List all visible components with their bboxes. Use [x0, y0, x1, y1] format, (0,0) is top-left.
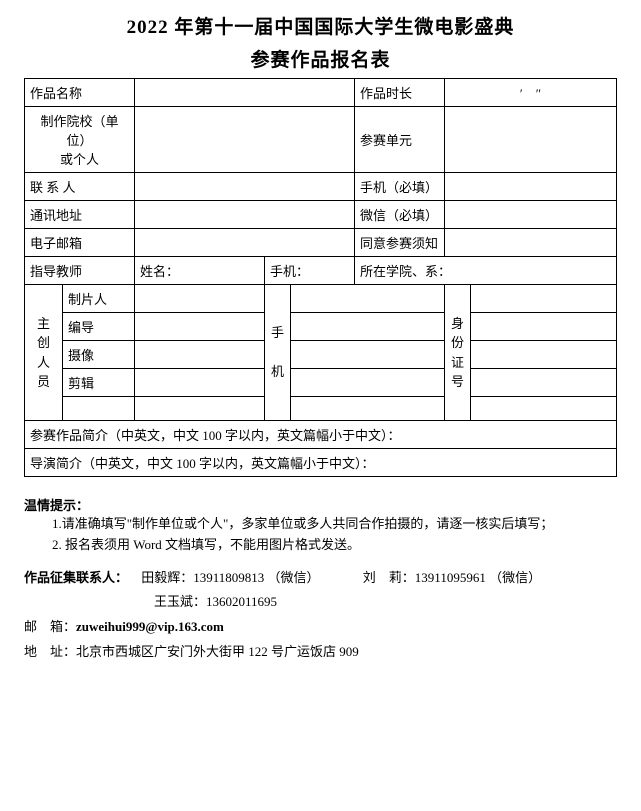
input-email[interactable]	[135, 229, 355, 257]
label-address: 通讯地址	[25, 201, 135, 229]
input-address[interactable]	[135, 201, 355, 229]
label-crew-editor: 剪辑	[63, 369, 135, 397]
input-crew-editor-phone[interactable]	[291, 369, 445, 397]
crew-phone-text: 手机	[271, 325, 284, 379]
addr-label: 地 址：	[24, 644, 76, 659]
input-crew-producer-phone[interactable]	[291, 285, 445, 313]
input-contest-unit[interactable]	[445, 107, 617, 173]
input-crew-director-id[interactable]	[471, 313, 617, 341]
label-crew-header: 主创人员	[25, 285, 63, 421]
contact-label: 作品征集联系人：	[24, 566, 128, 591]
director-intro-cell[interactable]: 导演简介（中英文，中文 100 字以内，英文篇幅小于中文）：	[25, 449, 617, 477]
label-email: 电子邮箱	[25, 229, 135, 257]
label-advisor-phone: 手机：	[265, 257, 355, 285]
director-intro-label: 导演简介（中英文，中文 100 字以内，英文篇幅小于中文）：	[30, 456, 375, 471]
label-crew-producer: 制片人	[63, 285, 135, 313]
page-title-2: 参赛作品报名表	[24, 45, 617, 72]
input-crew-editor[interactable]	[135, 369, 265, 397]
page-title-1: 2022 年第十一届中国国际大学生微电影盛典	[24, 12, 617, 39]
label-contact-person: 联 系 人	[25, 173, 135, 201]
input-crew-director-phone[interactable]	[291, 313, 445, 341]
crew-header-text: 主创人员	[37, 316, 50, 390]
tips-list: 1.请准确填写"制作单位或个人"，多家单位或多人共同合作拍摄的，请逐一核实后填写…	[52, 514, 617, 556]
label-producer-org-text: 制作院校（单位） 或个人	[30, 111, 129, 168]
input-crew-director[interactable]	[135, 313, 265, 341]
label-agree-rules: 同意参赛须知	[355, 229, 445, 257]
tip-item-1: 1.请准确填写"制作单位或个人"，多家单位或多人共同合作拍摄的，请逐一核实后填写…	[52, 514, 617, 535]
tips-header: 温情提示：	[24, 495, 617, 514]
label-phone-required: 手机（必填）	[355, 173, 445, 201]
label-work-duration: 作品时长	[355, 79, 445, 107]
email-label: 邮 箱：	[24, 619, 76, 634]
advisor-name-text: 姓名：	[140, 264, 179, 279]
crew-id-text: 身份证号	[451, 316, 464, 390]
contact-2: 刘 莉：13911095961 （微信）	[363, 566, 541, 591]
contact-block: 作品征集联系人： 田毅辉：13911809813 （微信） 刘 莉：139110…	[24, 566, 617, 665]
label-advisor-name: 姓名：	[135, 257, 265, 285]
input-work-name[interactable]	[135, 79, 355, 107]
input-crew-camera-phone[interactable]	[291, 341, 445, 369]
contact-3: 王玉斌：13602011695	[24, 590, 617, 615]
label-advisor-dept: 所在学院、系：	[355, 257, 617, 285]
contact-1: 田毅辉：13911809813 （微信）	[141, 566, 319, 591]
input-crew-blank-phone[interactable]	[291, 397, 445, 421]
input-crew-blank[interactable]	[135, 397, 265, 421]
addr-value: 北京市西城区广安门外大街甲 122 号广运饭店 909	[76, 644, 359, 659]
input-crew-blank-id[interactable]	[471, 397, 617, 421]
work-intro-cell[interactable]: 参赛作品简介（中英文，中文 100 字以内，英文篇幅小于中文）：	[25, 421, 617, 449]
work-intro-label: 参赛作品简介（中英文，中文 100 字以内，英文篇幅小于中文）：	[30, 428, 401, 443]
input-agree-rules[interactable]	[445, 229, 617, 257]
input-wechat-required[interactable]	[445, 201, 617, 229]
input-phone-required[interactable]	[445, 173, 617, 201]
input-crew-camera-id[interactable]	[471, 341, 617, 369]
input-crew-camera[interactable]	[135, 341, 265, 369]
label-wechat-required: 微信（必填）	[355, 201, 445, 229]
input-crew-producer-id[interactable]	[471, 285, 617, 313]
label-contest-unit: 参赛单元	[355, 107, 445, 173]
label-advisor: 指导教师	[25, 257, 135, 285]
label-work-name: 作品名称	[25, 79, 135, 107]
input-work-duration[interactable]: ′ ″	[445, 79, 617, 107]
registration-form-table: 作品名称 作品时长 ′ ″ 制作院校（单位） 或个人 参赛单元 联 系 人 手机…	[24, 78, 617, 477]
advisor-phone-text: 手机：	[270, 264, 309, 279]
email-value: zuweihui999@vip.163.com	[76, 619, 224, 634]
input-contact-person[interactable]	[135, 173, 355, 201]
advisor-dept-text: 所在学院、系：	[360, 264, 451, 279]
input-crew-producer[interactable]	[135, 285, 265, 313]
label-crew-phone: 手机	[265, 285, 291, 421]
label-crew-camera: 摄像	[63, 341, 135, 369]
tip-item-2: 2. 报名表须用 Word 文档填写，不能用图片格式发送。	[52, 535, 617, 556]
label-crew-director: 编导	[63, 313, 135, 341]
input-producer-org[interactable]	[135, 107, 355, 173]
label-crew-blank	[63, 397, 135, 421]
label-producer-org: 制作院校（单位） 或个人	[25, 107, 135, 173]
input-crew-editor-id[interactable]	[471, 369, 617, 397]
label-crew-id: 身份证号	[445, 285, 471, 421]
